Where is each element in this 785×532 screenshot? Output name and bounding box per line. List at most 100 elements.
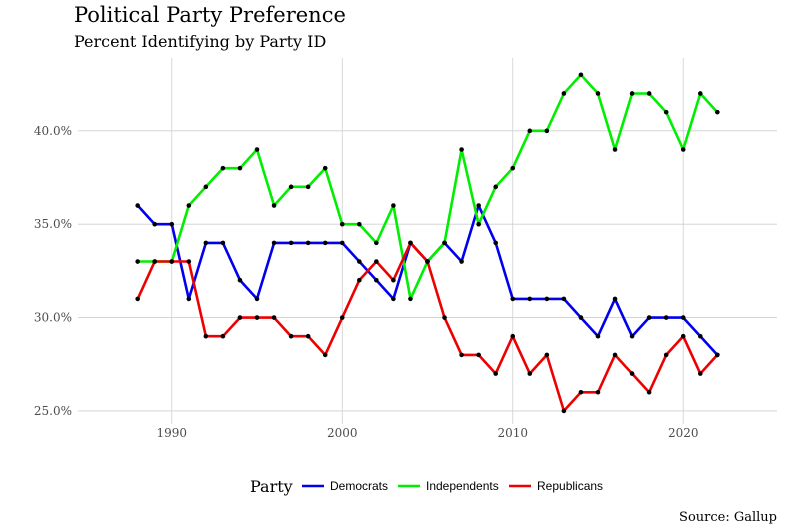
data-point-independents bbox=[476, 221, 481, 227]
data-point-democrats bbox=[459, 259, 464, 264]
data-point-republicans bbox=[169, 259, 175, 264]
chart-caption: Source: Gallup bbox=[679, 510, 777, 525]
data-point-republicans bbox=[237, 315, 243, 320]
data-point-independents bbox=[408, 296, 413, 302]
data-point-democrats bbox=[544, 296, 550, 302]
data-point-independents bbox=[357, 221, 362, 227]
x-tick-label: 2000 bbox=[327, 426, 358, 440]
data-point-democrats bbox=[578, 315, 584, 320]
data-point-republicans bbox=[322, 352, 328, 358]
legend-title: Party bbox=[250, 477, 293, 496]
x-tick-label: 2020 bbox=[668, 426, 699, 440]
data-point-independents bbox=[288, 184, 294, 190]
data-point-republicans bbox=[578, 389, 584, 395]
data-point-republicans bbox=[697, 371, 703, 376]
legend-label-independents: Independents bbox=[426, 479, 499, 493]
series-line-republicans bbox=[136, 241, 719, 413]
data-point-republicans bbox=[561, 408, 567, 414]
data-point-republicans bbox=[493, 371, 498, 376]
data-point-independents bbox=[374, 240, 379, 246]
data-point-independents bbox=[578, 72, 584, 78]
data-point-democrats bbox=[374, 277, 379, 283]
data-point-republicans bbox=[715, 352, 720, 358]
data-point-democrats bbox=[135, 203, 140, 208]
data-point-democrats bbox=[663, 315, 669, 320]
data-point-democrats bbox=[510, 296, 516, 302]
data-point-independents bbox=[459, 147, 464, 152]
data-point-democrats bbox=[237, 277, 243, 283]
data-point-independents bbox=[629, 91, 635, 96]
data-point-independents bbox=[697, 91, 703, 96]
data-point-republicans bbox=[459, 352, 464, 358]
data-point-republicans bbox=[544, 352, 550, 358]
data-point-democrats bbox=[561, 296, 567, 302]
data-point-republicans bbox=[408, 240, 413, 246]
data-point-republicans bbox=[476, 352, 481, 358]
data-point-democrats bbox=[697, 333, 703, 339]
data-point-democrats bbox=[595, 333, 601, 339]
data-point-independents bbox=[680, 147, 686, 152]
data-point-republicans bbox=[663, 352, 669, 358]
data-point-democrats bbox=[357, 259, 362, 264]
chart-title: Political Party Preference bbox=[74, 3, 346, 27]
data-point-republicans bbox=[374, 259, 379, 264]
data-point-republicans bbox=[527, 371, 533, 376]
data-point-democrats bbox=[476, 203, 481, 208]
x-tick-label: 1990 bbox=[156, 426, 187, 440]
data-point-independents bbox=[322, 165, 328, 171]
data-point-democrats bbox=[493, 240, 498, 246]
data-point-democrats bbox=[339, 240, 345, 246]
data-point-democrats bbox=[680, 315, 686, 320]
y-tick-label: 40.0% bbox=[34, 124, 72, 138]
data-point-independents bbox=[391, 203, 396, 208]
data-point-democrats bbox=[152, 221, 158, 227]
y-tick-label: 25.0% bbox=[34, 404, 72, 418]
data-point-independents bbox=[510, 165, 516, 171]
data-point-republicans bbox=[391, 277, 396, 283]
data-point-independents bbox=[339, 221, 345, 227]
data-point-independents bbox=[646, 91, 652, 96]
data-point-independents bbox=[544, 128, 550, 134]
data-point-republicans bbox=[629, 371, 635, 376]
data-point-republicans bbox=[186, 259, 192, 264]
data-point-independents bbox=[305, 184, 311, 190]
data-point-republicans bbox=[339, 315, 345, 320]
chart-subtitle: Percent Identifying by Party ID bbox=[74, 32, 326, 51]
data-point-democrats bbox=[203, 240, 209, 246]
plot-area: 25.0% 30.0% 35.0% 40.0% 1990 2000 2010 2020 bbox=[34, 58, 777, 440]
data-point-republicans bbox=[254, 315, 260, 320]
data-point-independents bbox=[271, 203, 277, 208]
data-point-republicans bbox=[288, 333, 294, 339]
data-point-democrats bbox=[391, 296, 396, 302]
data-point-democrats bbox=[305, 240, 311, 246]
data-point-democrats bbox=[288, 240, 294, 246]
data-point-republicans bbox=[271, 315, 277, 320]
data-point-republicans bbox=[152, 259, 158, 264]
data-point-democrats bbox=[169, 221, 175, 227]
data-point-democrats bbox=[629, 333, 635, 339]
data-point-democrats bbox=[254, 296, 260, 302]
data-point-independents bbox=[493, 184, 498, 190]
data-point-independents bbox=[203, 184, 209, 190]
data-point-independents bbox=[527, 128, 533, 134]
data-point-democrats bbox=[220, 240, 226, 246]
data-point-republicans bbox=[220, 333, 226, 339]
data-point-republicans bbox=[442, 315, 447, 320]
data-point-republicans bbox=[135, 296, 140, 302]
data-point-democrats bbox=[186, 296, 192, 302]
data-point-republicans bbox=[646, 389, 652, 395]
data-point-independents bbox=[715, 109, 720, 115]
data-point-independents bbox=[561, 91, 567, 96]
data-point-republicans bbox=[612, 352, 618, 358]
legend: Party Democrats Independents Republicans bbox=[250, 477, 603, 496]
data-point-republicans bbox=[357, 277, 362, 283]
y-tick-label: 30.0% bbox=[34, 311, 72, 325]
data-point-independents bbox=[612, 147, 618, 152]
data-point-independents bbox=[254, 147, 260, 152]
data-point-democrats bbox=[322, 240, 328, 246]
data-point-republicans bbox=[510, 333, 516, 339]
data-point-republicans bbox=[203, 333, 209, 339]
data-point-independents bbox=[595, 91, 601, 96]
data-point-independents bbox=[442, 240, 447, 246]
